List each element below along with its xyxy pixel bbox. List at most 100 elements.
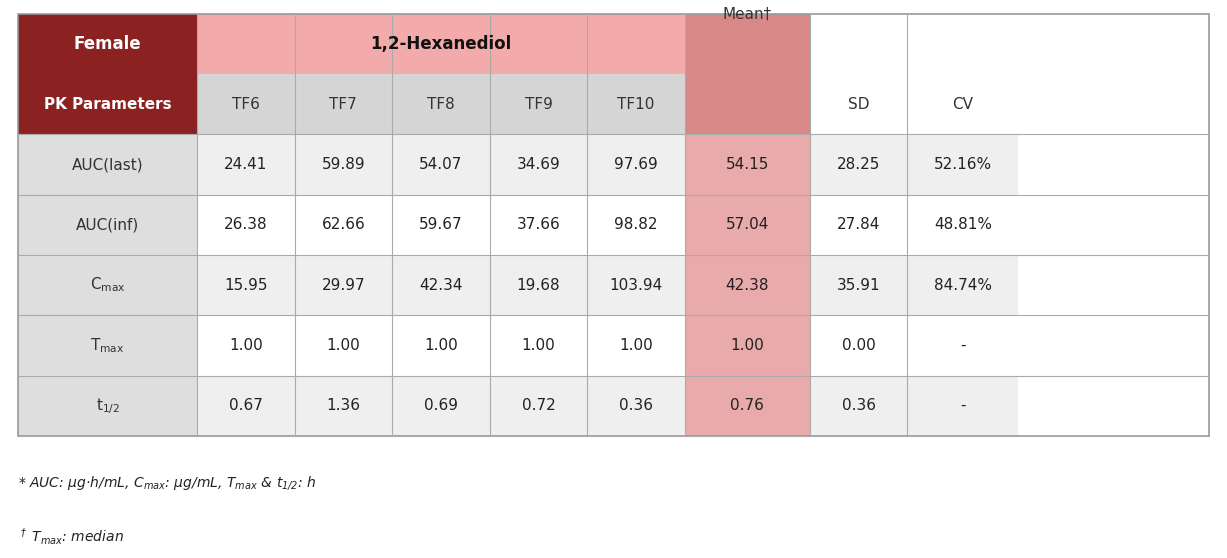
Text: TF10: TF10 (617, 97, 655, 112)
Bar (18, 14, 196, 74)
Bar (810, 195, 908, 255)
Text: 34.69: 34.69 (517, 157, 561, 172)
Text: 0.00: 0.00 (842, 338, 876, 353)
Bar (196, 315, 294, 376)
Bar (810, 255, 908, 315)
Text: 0.36: 0.36 (842, 398, 876, 413)
Text: 1.00: 1.00 (730, 338, 764, 353)
Text: 54.07: 54.07 (420, 157, 463, 172)
Bar (588, 74, 685, 134)
Bar (490, 134, 588, 195)
Bar (18, 255, 196, 315)
Text: 37.66: 37.66 (517, 218, 561, 232)
Bar (294, 134, 393, 195)
Text: 0.72: 0.72 (521, 398, 556, 413)
Bar (810, 74, 908, 134)
Text: 62.66: 62.66 (321, 218, 366, 232)
Bar (393, 255, 490, 315)
Text: SD: SD (848, 97, 870, 112)
Bar (810, 315, 908, 376)
Bar (810, 134, 908, 195)
Bar (810, 376, 908, 436)
Bar (294, 255, 393, 315)
Bar (196, 195, 294, 255)
Bar (196, 255, 294, 315)
Text: PK Parameters: PK Parameters (44, 97, 172, 112)
Text: 0.69: 0.69 (423, 398, 458, 413)
Bar (18, 195, 196, 255)
Bar (294, 376, 393, 436)
Bar (685, 315, 810, 376)
Text: $\mathregular{C_{max}}$: $\mathregular{C_{max}}$ (90, 276, 125, 295)
Text: 0.36: 0.36 (620, 398, 653, 413)
Text: * AUC: $\mathregular{\mu}$g·h/mL, $\mathregular{C_{max}}$: $\mathregular{\mu}$g/: * AUC: $\mathregular{\mu}$g·h/mL, $\math… (18, 474, 317, 492)
Bar (18, 74, 196, 134)
Bar (490, 74, 588, 134)
Bar (18, 14, 1209, 436)
Bar (685, 376, 810, 436)
Text: 0.67: 0.67 (228, 398, 263, 413)
Bar (908, 74, 1018, 134)
Bar (685, 134, 810, 195)
Bar (908, 315, 1018, 376)
Bar (685, 255, 810, 315)
Text: 26.38: 26.38 (223, 218, 267, 232)
Bar (490, 315, 588, 376)
Bar (196, 74, 294, 134)
Bar (810, 14, 908, 74)
Text: $\mathregular{T_{max}}$: $\mathregular{T_{max}}$ (91, 336, 125, 355)
Text: Mean†: Mean† (723, 7, 772, 21)
Bar (393, 134, 490, 195)
Text: TF6: TF6 (232, 97, 260, 112)
Bar (588, 255, 685, 315)
Text: TF8: TF8 (427, 97, 455, 112)
Text: 98.82: 98.82 (615, 218, 658, 232)
Text: 24.41: 24.41 (225, 157, 267, 172)
Text: 1.00: 1.00 (620, 338, 653, 353)
Bar (196, 134, 294, 195)
Bar (196, 14, 685, 74)
Bar (490, 255, 588, 315)
Text: $\mathregular{^\dagger}$ $\mathregular{T_{max}}$: median: $\mathregular{^\dagger}$ $\mathregular{T… (18, 526, 124, 547)
Bar (588, 376, 685, 436)
Text: 103.94: 103.94 (610, 278, 663, 292)
Bar (588, 195, 685, 255)
Bar (393, 74, 490, 134)
Bar (908, 255, 1018, 315)
Text: 59.89: 59.89 (321, 157, 366, 172)
Text: 1.00: 1.00 (521, 338, 556, 353)
Bar (588, 315, 685, 376)
Text: 54.15: 54.15 (725, 157, 769, 172)
Bar (196, 376, 294, 436)
Bar (908, 14, 1018, 74)
Text: 52.16%: 52.16% (934, 157, 991, 172)
Bar (588, 134, 685, 195)
Text: 0.76: 0.76 (730, 398, 764, 413)
Text: AUC(last): AUC(last) (72, 157, 144, 172)
Bar (294, 195, 393, 255)
Bar (393, 376, 490, 436)
Text: 1.00: 1.00 (326, 338, 361, 353)
Bar (685, 14, 810, 74)
Text: CV: CV (952, 97, 973, 112)
Bar (393, 315, 490, 376)
Text: 35.91: 35.91 (837, 278, 881, 292)
Text: 15.95: 15.95 (225, 278, 267, 292)
Text: 1,2-Hexanediol: 1,2-Hexanediol (371, 35, 512, 53)
Text: 1.00: 1.00 (425, 338, 458, 353)
Text: 42.34: 42.34 (420, 278, 463, 292)
Text: 48.81%: 48.81% (934, 218, 991, 232)
Bar (685, 74, 810, 134)
Text: 57.04: 57.04 (725, 218, 769, 232)
Text: 28.25: 28.25 (837, 157, 880, 172)
Text: 42.38: 42.38 (725, 278, 769, 292)
Text: -: - (960, 398, 966, 413)
Text: 29.97: 29.97 (321, 278, 366, 292)
Bar (908, 134, 1018, 195)
Text: 27.84: 27.84 (837, 218, 880, 232)
Text: 19.68: 19.68 (517, 278, 561, 292)
Text: TF9: TF9 (525, 97, 552, 112)
Text: Female: Female (74, 35, 141, 53)
Text: 1.00: 1.00 (229, 338, 263, 353)
Text: 59.67: 59.67 (420, 218, 463, 232)
